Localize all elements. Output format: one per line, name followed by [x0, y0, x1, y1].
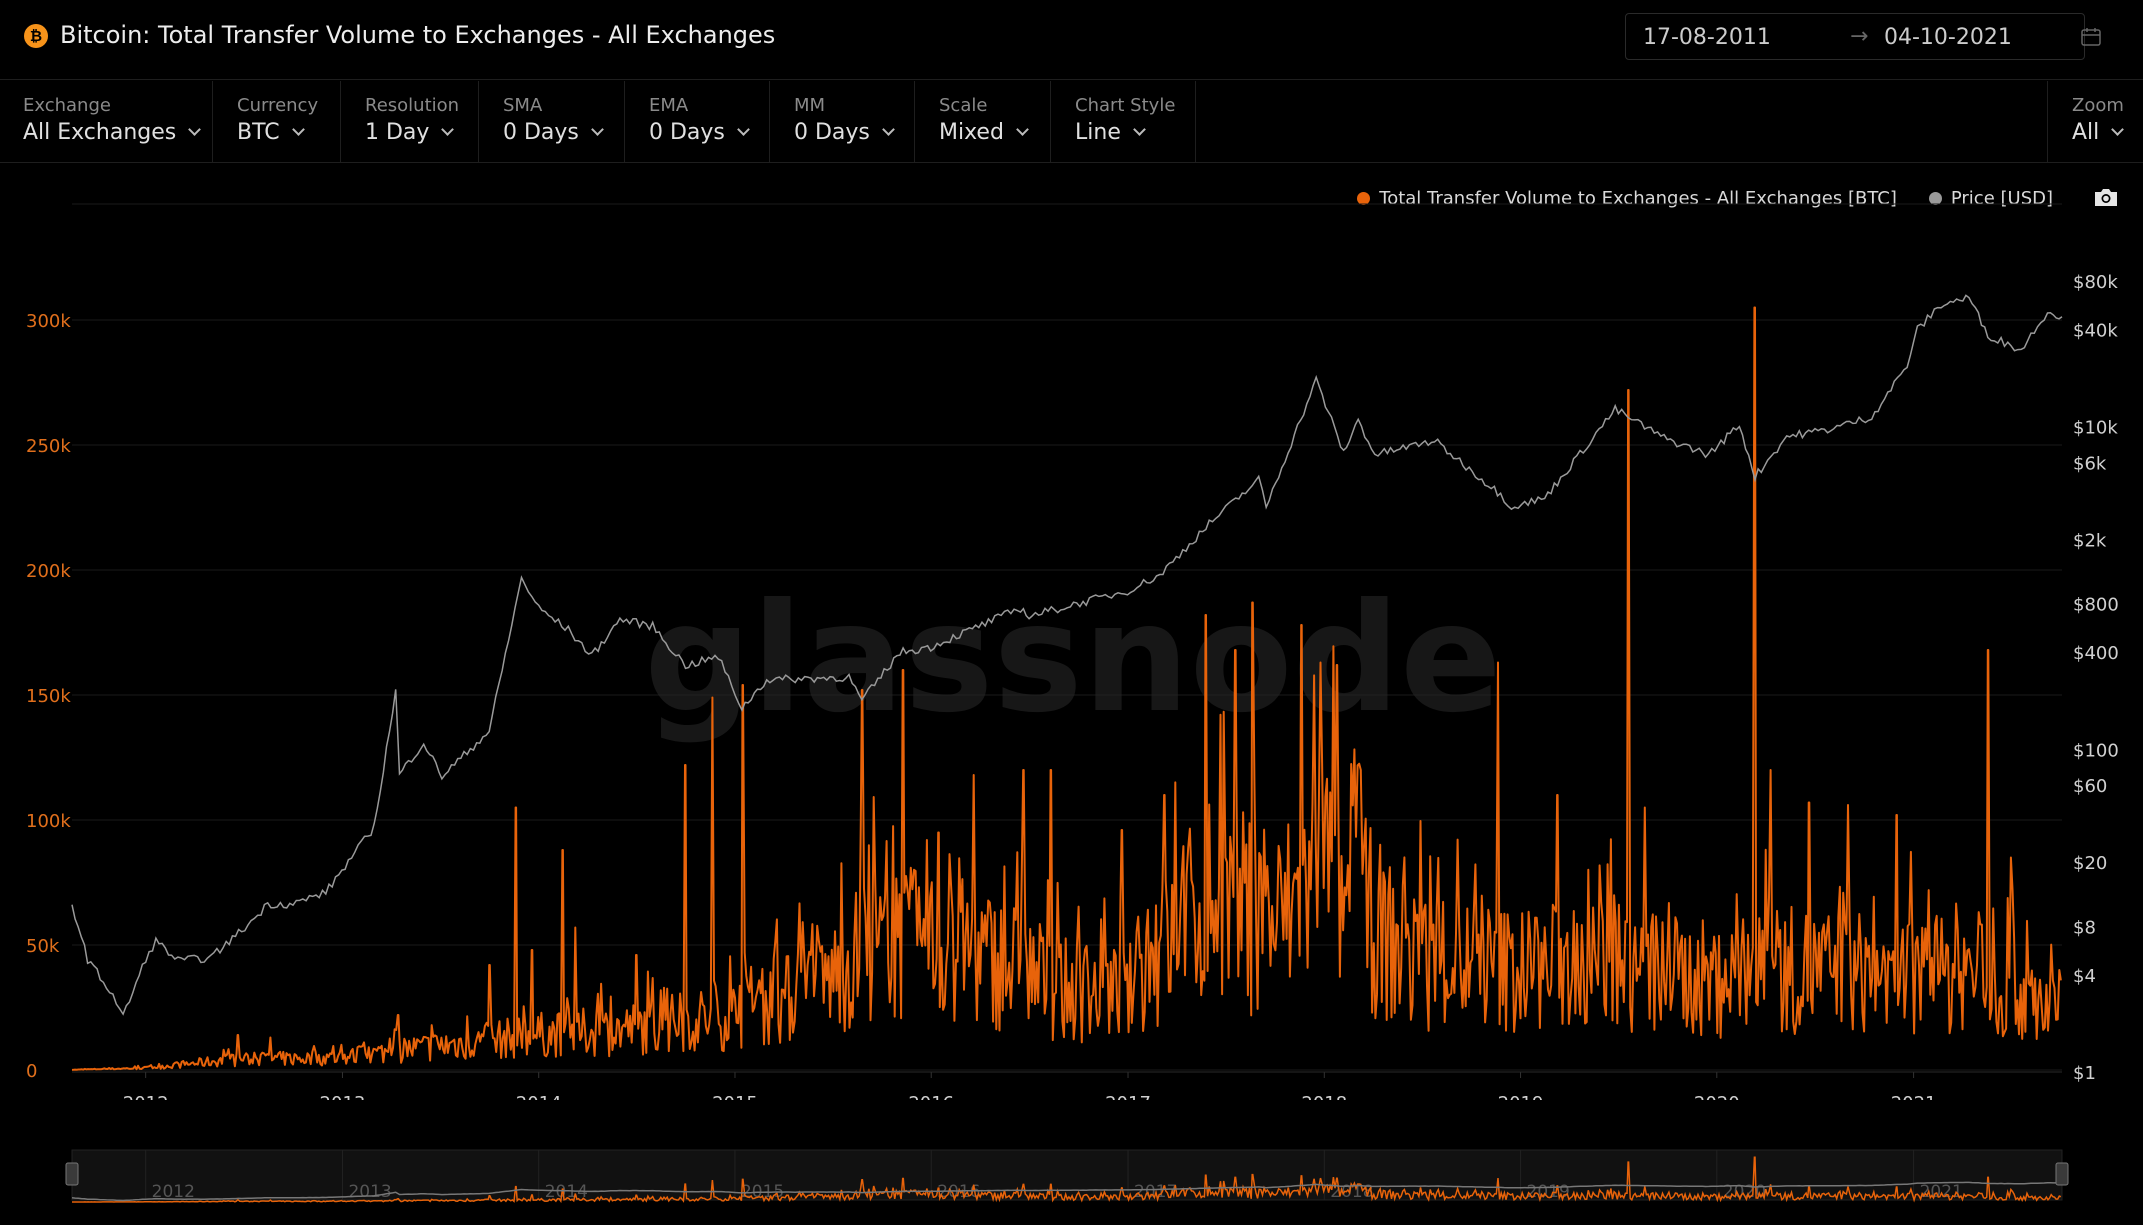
calendar-icon[interactable] — [2081, 28, 2101, 46]
x-tick-label: 2016 — [908, 1093, 954, 1100]
range-navigator[interactable]: 2012 2013 2014 2015 2016 2017 2018 2019 2020 2021 — [0, 1145, 2143, 1205]
mm-value[interactable]: 0 Days — [794, 120, 895, 145]
mm-label: MM — [794, 95, 826, 116]
legend-dot — [1357, 192, 1371, 205]
x-tick-label: 2015 — [712, 1093, 758, 1100]
series-line-price — [71, 294, 2063, 1016]
sma-value[interactable]: 0 Days — [503, 120, 604, 145]
navigator-tick-label: 2012 — [152, 1182, 195, 1202]
legend-dot — [1928, 192, 1942, 205]
exchange-value[interactable]: All Exchanges — [23, 120, 202, 145]
y-right-tick-label: $60 — [2073, 776, 2107, 797]
currency-value[interactable]: BTC — [237, 120, 305, 145]
chevron-down-icon — [188, 123, 202, 136]
ema-value[interactable]: 0 Days — [649, 120, 750, 145]
y-left-tick-label: 0 — [26, 1061, 37, 1082]
navigator-tick-label: 2013 — [348, 1182, 391, 1202]
y-right-tick-label: $10k — [2073, 418, 2118, 439]
x-tick-label: 2018 — [1301, 1093, 1347, 1100]
navigator-handle-right[interactable] — [2055, 1162, 2069, 1186]
chart-toolbar: Exchange All Exchanges Currency BTC Reso… — [0, 81, 2143, 163]
resolution-value[interactable]: 1 Day — [365, 120, 455, 145]
date-range-picker[interactable]: 17-08-2011 → 04-10-2021 — [1625, 13, 2101, 60]
arrow-right-icon: → — [1850, 24, 1869, 49]
y-right-tick-label: $6k — [2073, 453, 2107, 474]
y-left-tick-label: 100k — [26, 811, 71, 832]
y-right-tick-label: $2k — [2073, 530, 2107, 551]
zoom-label: Zoom — [2072, 95, 2124, 116]
y-right-tick-label: $400 — [2073, 643, 2119, 664]
chart-style-value[interactable]: Line — [1075, 120, 1146, 145]
currency-label: Currency — [237, 95, 319, 116]
chevron-down-icon — [1016, 123, 1029, 136]
y-left-tick-label: 150k — [26, 686, 71, 707]
chart-style-select[interactable]: Chart Style Line — [1052, 81, 1196, 163]
chevron-down-icon — [2111, 123, 2125, 136]
x-tick-label: 2020 — [1694, 1093, 1740, 1100]
chevron-down-icon — [882, 123, 895, 136]
chevron-down-icon — [291, 123, 305, 136]
x-tick-label: 2014 — [516, 1093, 562, 1100]
y-right-tick-label: $1 — [2073, 1063, 2096, 1084]
watermark-logo: glassnode — [644, 572, 1502, 746]
scale-value[interactable]: Mixed — [939, 120, 1029, 145]
date-from-input[interactable]: 17-08-2011 — [1643, 25, 1771, 50]
chevron-down-icon — [737, 123, 750, 136]
camera-icon[interactable] — [2093, 186, 2119, 208]
navigator-handle-left[interactable] — [65, 1162, 79, 1186]
x-tick-label: 2017 — [1105, 1093, 1151, 1100]
x-tick-label: 2021 — [1891, 1093, 1937, 1100]
x-tick-label: 2013 — [320, 1093, 366, 1100]
y-right-tick-label: $100 — [2073, 740, 2119, 761]
ema-select[interactable]: EMA 0 Days — [626, 81, 770, 163]
scale-label: Scale — [939, 95, 988, 116]
chevron-down-icon — [591, 123, 604, 136]
zoom-value[interactable]: All — [2072, 120, 2125, 145]
chart-header: ₿ Bitcoin: Total Transfer Volume to Exch… — [0, 0, 2143, 80]
x-tick-label: 2012 — [123, 1093, 169, 1100]
y-left-tick-label: 50k — [26, 936, 60, 957]
main-chart[interactable]: glassnode 0 50k 100k 150k 200k 250k 300k $1 $4 $8 $… — [0, 170, 2143, 1100]
y-right-tick-label: $40k — [2073, 321, 2118, 342]
y-right-tick-label: $800 — [2073, 595, 2119, 616]
resolution-label: Resolution — [365, 95, 460, 116]
navigator-tick-label: 2018 — [1330, 1182, 1373, 1202]
zoom-select[interactable]: Zoom All — [2047, 81, 2143, 163]
y-right-tick-label: $8 — [2073, 917, 2096, 938]
scale-select[interactable]: Scale Mixed — [916, 81, 1051, 163]
navigator-line-volume — [72, 1156, 2062, 1204]
sma-label: SMA — [503, 95, 543, 116]
navigator-tick-label: 2014 — [545, 1182, 588, 1202]
date-to-input[interactable]: 04-10-2021 — [1884, 25, 2012, 50]
y-left-tick-label: 300k — [26, 311, 71, 332]
chart-title: Bitcoin: Total Transfer Volume to Exchan… — [60, 21, 776, 49]
exchange-select[interactable]: Exchange All Exchanges — [0, 81, 213, 163]
currency-select[interactable]: Currency BTC — [214, 81, 341, 163]
chart-style-label: Chart Style — [1075, 95, 1176, 116]
mm-select[interactable]: MM 0 Days — [771, 81, 915, 163]
y-right-tick-label: $80k — [2073, 272, 2118, 293]
chevron-down-icon — [441, 123, 455, 136]
bitcoin-icon: ₿ — [24, 24, 48, 48]
x-tick-label: 2019 — [1498, 1093, 1544, 1100]
exchange-label: Exchange — [23, 95, 111, 116]
ema-label: EMA — [649, 95, 689, 116]
resolution-select[interactable]: Resolution 1 Day — [342, 81, 479, 163]
navigator-line-price — [71, 1181, 2063, 1202]
y-right-tick-label: $4 — [2073, 966, 2096, 987]
sma-select[interactable]: SMA 0 Days — [480, 81, 625, 163]
series-line-volume — [71, 306, 2062, 1071]
chevron-down-icon — [1132, 123, 1146, 136]
y-left-tick-label: 250k — [26, 436, 71, 457]
y-left-tick-label: 200k — [26, 561, 71, 582]
y-right-tick-label: $20 — [2073, 853, 2107, 874]
